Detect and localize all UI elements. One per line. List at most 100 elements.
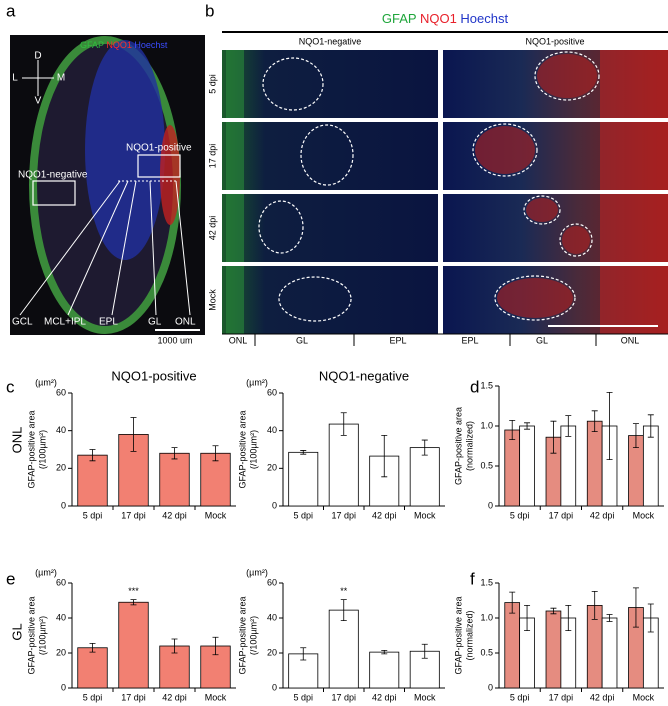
glomerulus-outline [258, 200, 304, 254]
axis-unit: (µm²) [35, 567, 57, 577]
y-tick-label: 0 [488, 500, 493, 510]
y-axis-label: (/100µm²) [37, 616, 47, 655]
bar [545, 610, 562, 689]
x-tick-label: Mock [414, 510, 436, 520]
y-tick-label: 0 [488, 682, 493, 692]
roi-label: NQO1-negative [18, 170, 88, 181]
error-bar [632, 423, 639, 448]
micrograph [222, 50, 438, 118]
x-tick-label: 5 dpi [293, 510, 313, 520]
y-tick-label: 60 [267, 387, 277, 397]
glomerulus [562, 226, 590, 254]
layer-label: ONL [175, 317, 196, 328]
glomerulus-outline [494, 275, 576, 321]
row-label: Mock [207, 289, 217, 311]
compass-label: V [35, 96, 42, 107]
error-bar [421, 643, 428, 659]
stain-hoechst: Hoechst [134, 40, 168, 50]
y-tick-label: 40 [267, 612, 277, 622]
layer-label: MCL+IPL [44, 317, 86, 328]
row-label: 5 dpi [207, 74, 217, 94]
error-bar [212, 636, 219, 656]
axis-unit: (µm²) [246, 567, 268, 577]
error-bar [565, 605, 572, 631]
x-tick-label: 17 dpi [331, 692, 356, 702]
x-tick-label: 42 dpi [372, 692, 397, 702]
layer-label: EPL [99, 317, 118, 328]
column-title: NQO1-negative [299, 36, 362, 46]
x-tick-label: 17 dpi [331, 510, 356, 520]
glomerulus [475, 126, 535, 174]
error-bar [421, 439, 428, 456]
bar [642, 425, 659, 507]
x-tick-label: Mock [414, 692, 436, 702]
onl-band [600, 122, 668, 190]
error-bar [89, 449, 96, 462]
glomerulus [537, 54, 597, 98]
error-bar [212, 445, 219, 462]
x-tick-label: 42 dpi [162, 510, 187, 520]
stain-label: GFAP NQO1 Hoechst [80, 40, 168, 50]
y-tick-label: 20 [56, 463, 66, 473]
panel-letter: a [6, 1, 16, 20]
error-bar [550, 607, 557, 615]
bar [369, 651, 400, 689]
y-tick-label: 1.0 [480, 612, 493, 622]
bar [504, 429, 521, 507]
y-tick-label: 60 [56, 387, 66, 397]
bar [560, 425, 577, 507]
error-bar [606, 614, 613, 622]
layer-label: GL [296, 335, 308, 345]
error-bar [509, 591, 516, 614]
stain-hoechst: Hoechst [460, 11, 508, 26]
x-tick-label: 17 dpi [549, 692, 574, 702]
layer-label: GL [148, 317, 162, 328]
y-axis-label: (normalized) [464, 610, 474, 660]
bar [601, 617, 618, 689]
error-bar [171, 447, 178, 460]
bar [200, 452, 231, 507]
layer-line [149, 180, 157, 316]
micrograph [222, 194, 438, 262]
error-bar [340, 599, 347, 622]
y-axis-label: GFAP-positive area [453, 596, 463, 674]
y-axis-label: (/100µm²) [37, 430, 47, 469]
error-bar [300, 450, 307, 455]
layer-label: GCL [12, 317, 33, 328]
panel-letter: e [6, 569, 15, 588]
x-tick-label: Mock [205, 510, 227, 520]
error-bar [130, 417, 137, 452]
panel-letter: c [6, 377, 15, 396]
onl-band [226, 50, 244, 118]
panel-a: GFAP NQO1 Hoechst D L M V NQO1-negative … [10, 35, 205, 345]
y-tick-label: 1.5 [480, 380, 493, 390]
x-tick-label: 5 dpi [83, 510, 103, 520]
error-bar [591, 410, 598, 432]
bar [586, 420, 603, 507]
stain-label: GFAP NQO1 Hoechst [382, 11, 509, 26]
x-tick-label: 17 dpi [549, 510, 574, 520]
bar [328, 423, 359, 507]
y-tick-label: 0 [61, 500, 66, 510]
y-axis-label: (/100µm²) [248, 430, 258, 469]
roi-label: NQO1-positive [126, 143, 192, 154]
layer-label: GL [536, 335, 548, 345]
error-bar [524, 422, 531, 430]
compass-label: M [57, 73, 65, 84]
y-tick-label: 0 [272, 682, 277, 692]
bar [519, 425, 535, 507]
column-title: NQO1-positive [525, 36, 584, 46]
y-axis-label: GFAP-positive area [237, 410, 247, 488]
onl-band [226, 266, 244, 334]
error-bar [300, 647, 307, 661]
layer-label: ONL [229, 335, 248, 345]
glomerulus-outline [278, 276, 352, 322]
y-tick-label: 0 [272, 500, 277, 510]
layer-line [111, 180, 137, 316]
layer-line [67, 180, 129, 316]
compass-label: L [12, 73, 18, 84]
stain-gfap: GFAP [80, 40, 104, 50]
y-axis-label: (/100µm²) [248, 616, 258, 655]
stain-nqo1: NQO1 [420, 11, 457, 26]
bar [77, 454, 108, 507]
